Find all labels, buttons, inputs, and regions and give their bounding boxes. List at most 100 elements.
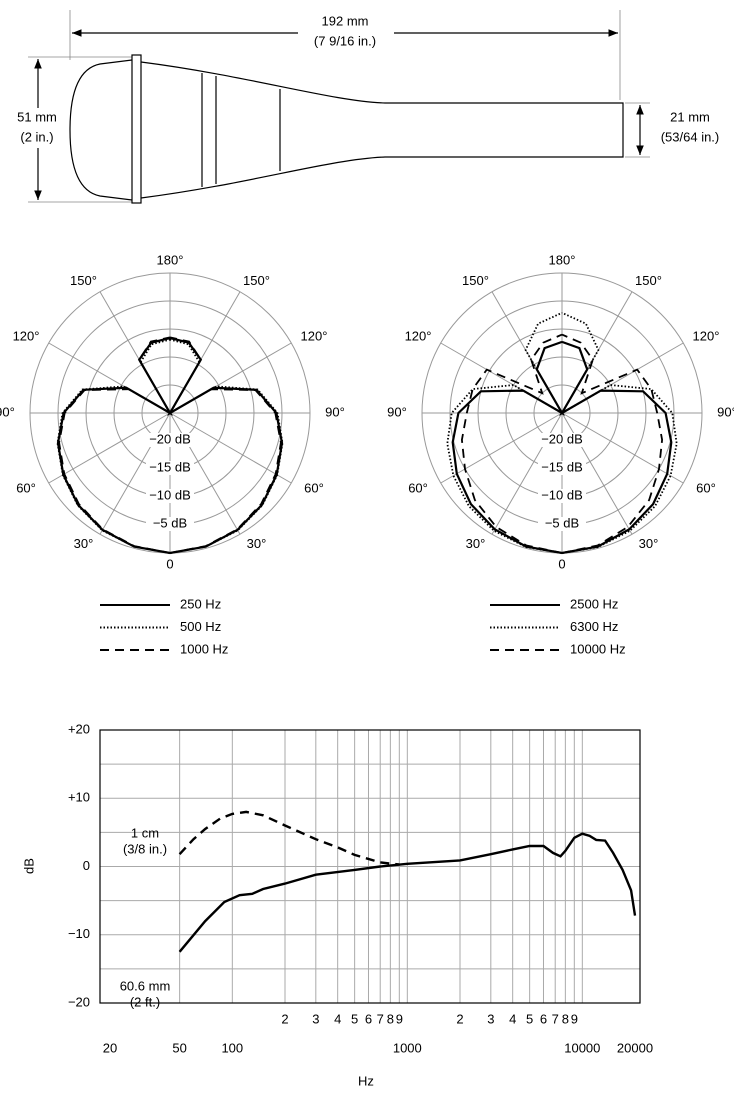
ring-label-bg	[538, 461, 586, 475]
x-minor-tick-label: 2	[456, 1011, 463, 1026]
x-minor-tick-label: 5	[351, 1011, 358, 1026]
ring-label-bg	[146, 517, 194, 531]
x-minor-tick-label: 8	[562, 1011, 569, 1026]
ring-label: −5 dB	[545, 515, 579, 530]
angle-label: 150°	[243, 273, 270, 288]
x-tick-label: 1000	[393, 1040, 422, 1055]
polar-curve	[561, 333, 664, 554]
polar-spoke	[561, 412, 684, 484]
x-minor-tick-label: 7	[377, 1011, 384, 1026]
angle-label: 150°	[462, 273, 489, 288]
polar-spoke	[48, 412, 171, 484]
ring-label-bg	[538, 489, 586, 503]
polar-curve	[167, 336, 282, 554]
polar-curve	[446, 311, 565, 554]
angle-label: 90°	[0, 404, 15, 419]
ring-label: −15 dB	[541, 459, 583, 474]
polar-curve	[460, 333, 563, 554]
polar-curve	[559, 311, 678, 554]
angle-label: 120°	[13, 328, 40, 343]
x-minor-tick-label: 3	[312, 1011, 319, 1026]
angle-label: 120°	[405, 328, 432, 343]
series-label: 60.6 mm	[120, 978, 171, 993]
ring-label: −5 dB	[153, 515, 187, 530]
legend-label: 10000 Hz	[570, 641, 626, 656]
y-tick-label: −20	[68, 994, 90, 1009]
response-curve	[178, 832, 637, 953]
angle-label: 60°	[16, 480, 36, 495]
ring-label: −15 dB	[149, 459, 191, 474]
x-tick-label: 20	[103, 1040, 117, 1055]
dimension-label: (53/64 in.)	[661, 129, 720, 144]
x-minor-tick-label: 7	[552, 1011, 559, 1026]
dimension-label: 21 mm	[670, 109, 710, 124]
ring-label-bg	[146, 489, 194, 503]
angle-label: 30°	[639, 536, 659, 551]
x-minor-tick-label: 2	[281, 1011, 288, 1026]
x-tick-label: 50	[172, 1040, 186, 1055]
angle-label: 90°	[717, 404, 734, 419]
angle-label: 90°	[325, 404, 345, 419]
polar-curve	[56, 338, 173, 554]
x-minor-tick-label: 3	[487, 1011, 494, 1026]
polar-spoke	[169, 412, 292, 484]
x-tick-label: 100	[221, 1040, 243, 1055]
legend-label: 2500 Hz	[570, 596, 618, 611]
angle-label: 90°	[387, 404, 407, 419]
angle-label: 150°	[70, 273, 97, 288]
legend-label: 6300 Hz	[570, 619, 618, 634]
polar-curve	[56, 336, 174, 555]
ring-label-bg	[146, 433, 194, 447]
y-tick-label: 0	[83, 858, 90, 873]
x-tick-label: 20000	[617, 1040, 653, 1055]
angle-label: 120°	[693, 328, 720, 343]
dimension-label: (7 9/16 in.)	[314, 33, 376, 48]
polar-curve	[167, 338, 284, 554]
ring-label: −10 dB	[149, 487, 191, 502]
angle-label: 180°	[549, 252, 576, 267]
angle-label: 30°	[247, 536, 267, 551]
x-minor-tick-label: 8	[387, 1011, 394, 1026]
series-label: (3/8 in.)	[123, 842, 167, 857]
angle-label: 180°	[157, 252, 184, 267]
ring-label: −10 dB	[541, 487, 583, 502]
ring-label-bg	[538, 433, 586, 447]
polar-spoke	[440, 412, 563, 484]
x-minor-tick-label: 9	[571, 1011, 578, 1026]
angle-label: 60°	[696, 480, 716, 495]
angle-label: 30°	[74, 536, 94, 551]
ring-label-bg	[538, 517, 586, 531]
legend-label: 250 Hz	[180, 596, 221, 611]
series-label: 1 cm	[131, 826, 159, 841]
y-tick-label: +10	[68, 790, 90, 805]
x-minor-tick-label: 5	[526, 1011, 533, 1026]
legend-label: 500 Hz	[180, 619, 221, 634]
response-curve	[178, 810, 400, 866]
x-axis-label: Hz	[358, 1073, 374, 1088]
angle-label: 60°	[304, 480, 324, 495]
angle-label: 150°	[635, 273, 662, 288]
microphone-drawing	[10, 10, 650, 204]
angle-label: 0	[558, 556, 565, 571]
legend-label: 1000 Hz	[180, 641, 228, 656]
polar-curve	[558, 340, 673, 555]
angle-label: 30°	[466, 536, 486, 551]
y-tick-label: −10	[68, 926, 90, 941]
y-axis-label: dB	[21, 858, 36, 874]
x-tick-label: 10000	[564, 1040, 600, 1055]
polar-curve	[451, 340, 566, 555]
ring-label: −20 dB	[149, 431, 191, 446]
dimension-label: 51 mm	[17, 109, 57, 124]
plot-frame	[99, 729, 641, 1004]
dimension-label: (2 in.)	[20, 129, 53, 144]
y-tick-label: +20	[68, 721, 90, 736]
angle-label: 60°	[408, 480, 428, 495]
series-label: (2 ft.)	[130, 994, 160, 1009]
angle-label: 0	[166, 556, 173, 571]
polar-curve	[58, 336, 173, 554]
ring-label: −20 dB	[541, 431, 583, 446]
polar-curve	[166, 336, 284, 555]
x-minor-tick-label: 6	[540, 1011, 547, 1026]
x-minor-tick-label: 4	[509, 1011, 516, 1026]
ring-label-bg	[146, 461, 194, 475]
